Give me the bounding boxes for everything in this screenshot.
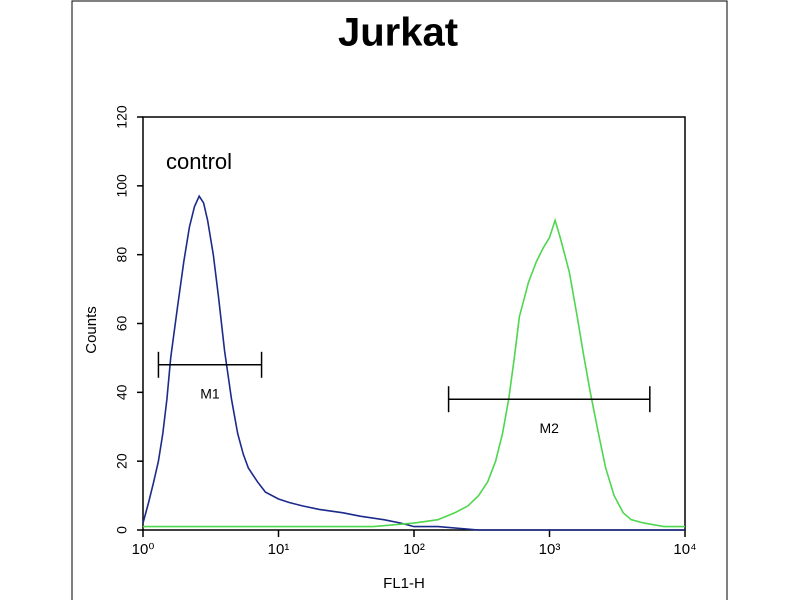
series-line xyxy=(142,194,685,531)
y-tick-label: 40 xyxy=(114,384,130,400)
x-axis-label: FL1-H xyxy=(383,575,425,592)
x-tick-label: 10² xyxy=(403,541,425,558)
y-axis-label: Counts xyxy=(83,306,100,354)
x-tick-label: 10³ xyxy=(539,541,561,558)
y-tick-label: 120 xyxy=(114,105,130,129)
y-tick-label: 100 xyxy=(114,174,130,198)
x-tick-label: 10⁴ xyxy=(673,541,696,558)
plot-area xyxy=(142,116,686,531)
marker-label: M2 xyxy=(539,420,559,436)
annotation: control xyxy=(166,149,232,174)
y-tick-label: 60 xyxy=(114,316,130,332)
y-tick-label: 20 xyxy=(114,453,130,469)
marker-label: M1 xyxy=(200,386,220,402)
chart-title: Jurkat xyxy=(338,11,458,55)
x-tick-label: 10¹ xyxy=(268,541,290,558)
frame xyxy=(71,0,728,600)
series-line xyxy=(143,217,685,528)
y-tick-label: 80 xyxy=(114,247,130,263)
y-tick-label: 0 xyxy=(114,526,130,534)
x-tick-label: 10⁰ xyxy=(132,541,155,558)
